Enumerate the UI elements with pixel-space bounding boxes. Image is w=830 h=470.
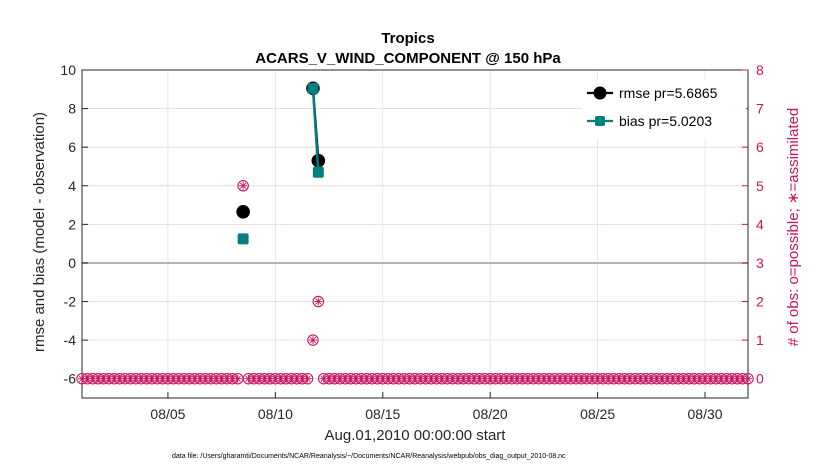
y-tick-label: 10 (60, 62, 76, 78)
legend-bias-label: bias pr=5.0203 (619, 113, 712, 129)
obs-count-markers (76, 180, 754, 385)
y-tick-label: -6 (64, 371, 77, 387)
chart-title: Tropics (381, 30, 434, 47)
legend-bias-marker (595, 116, 605, 126)
obs-assimilated-marker (308, 336, 317, 345)
legend-rmse-label: rmse pr=5.6865 (619, 85, 718, 101)
x-tick-label: 08/10 (258, 406, 293, 422)
obs-possible-marker (307, 334, 319, 346)
bias-point (312, 166, 324, 178)
y-tick-label: 4 (68, 178, 76, 194)
y-tick-label-right: 7 (756, 101, 764, 117)
x-tick-label: 08/15 (365, 406, 400, 422)
y-axis-label-right: # of obs: o=possible; ∗=assimilated (785, 108, 802, 347)
obs-assimilated-marker (233, 374, 242, 383)
legend: rmse pr=5.6865 bias pr=5.0203 (582, 80, 746, 138)
obs-possible-marker (237, 180, 249, 192)
y-axis-label: rmse and bias (model - observation) (31, 112, 48, 352)
obs-assimilated-marker (744, 374, 752, 383)
y-tick-label-right: 8 (756, 62, 764, 78)
legend-box (582, 80, 746, 138)
legend-rmse-marker (593, 86, 607, 100)
obs-possible-marker (312, 295, 325, 308)
y-tick-label: 6 (68, 139, 76, 155)
tick-marks (82, 69, 748, 398)
y-tick-label-right: 1 (756, 332, 764, 348)
obs-assimilated-marker (239, 181, 248, 190)
series-layer (236, 81, 326, 245)
x-axis-label: Aug.01,2010 00:00:00 start (325, 427, 507, 444)
obs-assimilated-marker (314, 297, 323, 306)
data-file-footnote: data file: /Users/gharamti/Documents/NCA… (172, 453, 566, 460)
y-tick-label-right: 6 (756, 139, 764, 155)
obs-possible-marker (301, 372, 314, 385)
plot-frame (81, 69, 749, 399)
y-tick-label: -4 (64, 332, 77, 348)
y-tick-label: 8 (68, 101, 76, 117)
y-tick-label-right: 4 (756, 216, 764, 232)
x-tick-label: 08/25 (580, 406, 615, 422)
y-tick-label: 2 (68, 216, 76, 232)
bias-point (307, 82, 319, 94)
rmse-point (236, 205, 250, 219)
x-tick-label: 08/05 (150, 406, 185, 422)
obs-possible-marker (742, 372, 754, 385)
obs-assimilated-marker (303, 374, 312, 383)
bias-line (311, 88, 320, 173)
y-tick-label: 0 (68, 255, 76, 271)
x-tick-label: 08/20 (473, 406, 508, 422)
y-tick-label-right: 2 (756, 294, 764, 310)
y-tick-label-right: 0 (756, 371, 764, 387)
bias-point (237, 233, 249, 245)
chart-subtitle: ACARS_V_WIND_COMPONENT @ 150 hPa (255, 50, 561, 67)
y-tick-label: -2 (64, 294, 77, 310)
y-tick-label-right: 3 (756, 255, 764, 271)
x-tick-label: 08/30 (688, 406, 723, 422)
y-tick-label-right: 5 (756, 178, 764, 194)
